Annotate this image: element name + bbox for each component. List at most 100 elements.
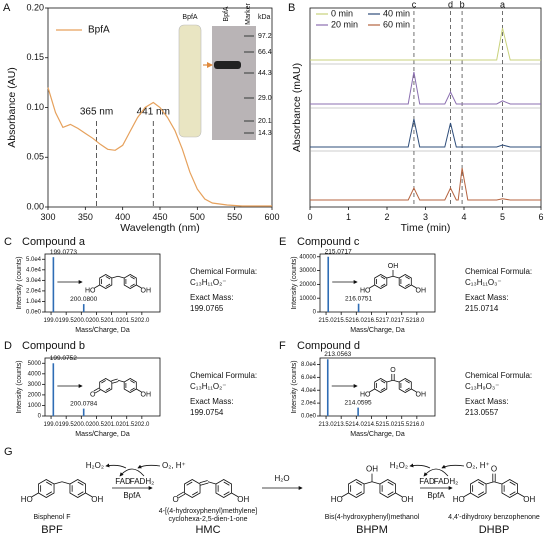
bond [485, 481, 495, 485]
oxygen-arrow [441, 464, 465, 469]
peroxide-arrow [105, 463, 127, 469]
bond [493, 481, 503, 485]
marker-band [244, 132, 254, 134]
x-tick-label: 5 [500, 212, 505, 222]
x-tick-label: 214.0 [349, 422, 365, 428]
annotation-label: 365 nm [80, 107, 113, 118]
atom-label: O [390, 367, 396, 374]
enzyme-label: BpfA [123, 491, 141, 500]
panel-label: B [288, 2, 295, 14]
marker-band [244, 97, 254, 99]
atom-label: OH [388, 263, 399, 270]
x-tick-label: 201.0 [104, 422, 120, 428]
double-bond [77, 491, 84, 496]
formula-label: Chemical Formula: [190, 371, 257, 380]
atom-label: HO [453, 495, 465, 504]
bond [61, 481, 71, 485]
double-bond [380, 380, 386, 384]
bond [117, 275, 125, 279]
atom-label: HO [21, 495, 33, 504]
double-bond [105, 276, 111, 280]
bond [85, 492, 93, 498]
formula-label: Chemical Formula: [465, 267, 532, 276]
double-bond [405, 276, 410, 280]
atom-label: HO [331, 495, 343, 504]
double-bond [101, 380, 106, 384]
byproduct-label: H₂O₂ [390, 461, 408, 470]
marker-band [244, 120, 254, 122]
reactant-label: O₂, H⁺ [466, 461, 490, 470]
cofactor-cycle [119, 468, 145, 477]
bond [386, 379, 394, 383]
marker-label: 20.1 [258, 118, 272, 125]
legend-label: 0 min [331, 8, 353, 18]
panel-title: Compound c [297, 236, 360, 248]
legend-label: 40 min [383, 8, 410, 18]
bond [463, 492, 471, 498]
x-tick-label: 6 [538, 212, 543, 222]
panel-title: Compound a [22, 236, 86, 248]
y-tick-label: 4000 [28, 371, 42, 377]
y-tick-label: 8.0e4 [301, 362, 317, 368]
y-tick-label: 6.0e4 [301, 375, 317, 381]
compound-name: cyclohexa-2,5-dien-1-one [169, 516, 248, 523]
formula: C₁₃H₉O₃⁻ [465, 382, 499, 391]
peak-label: 215.0717 [325, 248, 352, 255]
formula: C₁₃H₁₁O₂⁻ [190, 382, 226, 391]
atom-label: HO [360, 287, 371, 294]
x-axis-label: Mass/Charge, Da [75, 431, 130, 438]
compound-name: 4,4'-dihydroxy benzophenone [448, 514, 540, 521]
marker-label: 97.2 [258, 33, 272, 40]
enzyme-label: BpfA [427, 491, 445, 500]
x-axis-label: Mass/Charge, Da [350, 327, 405, 334]
legend-label: 60 min [383, 19, 410, 29]
double-bond [478, 491, 485, 496]
y-tick-label: 0.20 [26, 2, 44, 12]
mass-label: Exact Mass: [190, 293, 234, 302]
y-tick-label: 2.0e4 [301, 401, 317, 407]
marker-band [244, 51, 254, 53]
x-tick-label: 215.0 [319, 318, 335, 324]
x-tick-label: 213.0 [319, 422, 335, 428]
y-axis-label: Intensity (counts) [16, 360, 23, 413]
bond [136, 284, 142, 289]
marker-label: 44.3 [258, 70, 272, 77]
chromatogram-line [310, 71, 541, 105]
y-tick-label: 4.0e4 [301, 388, 317, 394]
spectrum-line [47, 87, 272, 207]
marker-label: 29.0 [258, 95, 272, 102]
double-bond [478, 481, 485, 486]
panel-label: D [4, 340, 12, 352]
x-tick-label: 218.0 [409, 318, 425, 324]
peak-label: b [460, 0, 465, 9]
x-tick-label: 199.5 [59, 318, 75, 324]
bond [199, 480, 208, 484]
x-tick-label: 201.5 [119, 318, 135, 324]
marker-label: 14.3 [258, 130, 272, 137]
oxygen-arrow [137, 464, 161, 469]
peak-label: 216.0751 [345, 295, 372, 302]
y-axis-label: Intensity (counts) [16, 256, 23, 309]
panel-title: Compound b [22, 340, 85, 352]
panel-label: G [4, 446, 13, 458]
atom-label: O [90, 391, 96, 398]
x-tick-label: 200.5 [89, 318, 105, 324]
double-bond [77, 481, 84, 486]
y-tick-label: 3000 [28, 382, 42, 388]
x-axis-label: Mass/Charge, Da [350, 431, 405, 438]
atom-label: OH [523, 495, 535, 504]
x-tick-label: 600 [264, 212, 279, 222]
unit-label: kDa [258, 14, 271, 21]
atom-label: O [491, 464, 497, 473]
y-tick-label: 3.0e4 [26, 278, 42, 284]
x-axis-label: Time (min) [401, 222, 451, 234]
double-bond [509, 491, 516, 496]
y-axis-label: Absorbance (mAU) [291, 63, 303, 152]
peak-label: 200.0800 [70, 296, 97, 303]
bond [411, 284, 417, 289]
y-tick-label: 5000 [28, 361, 42, 367]
mass-label: Exact Mass: [190, 397, 234, 406]
compound-name: Bisphenol F [34, 514, 71, 521]
x-axis-label: Mass/Charge, Da [75, 327, 130, 334]
